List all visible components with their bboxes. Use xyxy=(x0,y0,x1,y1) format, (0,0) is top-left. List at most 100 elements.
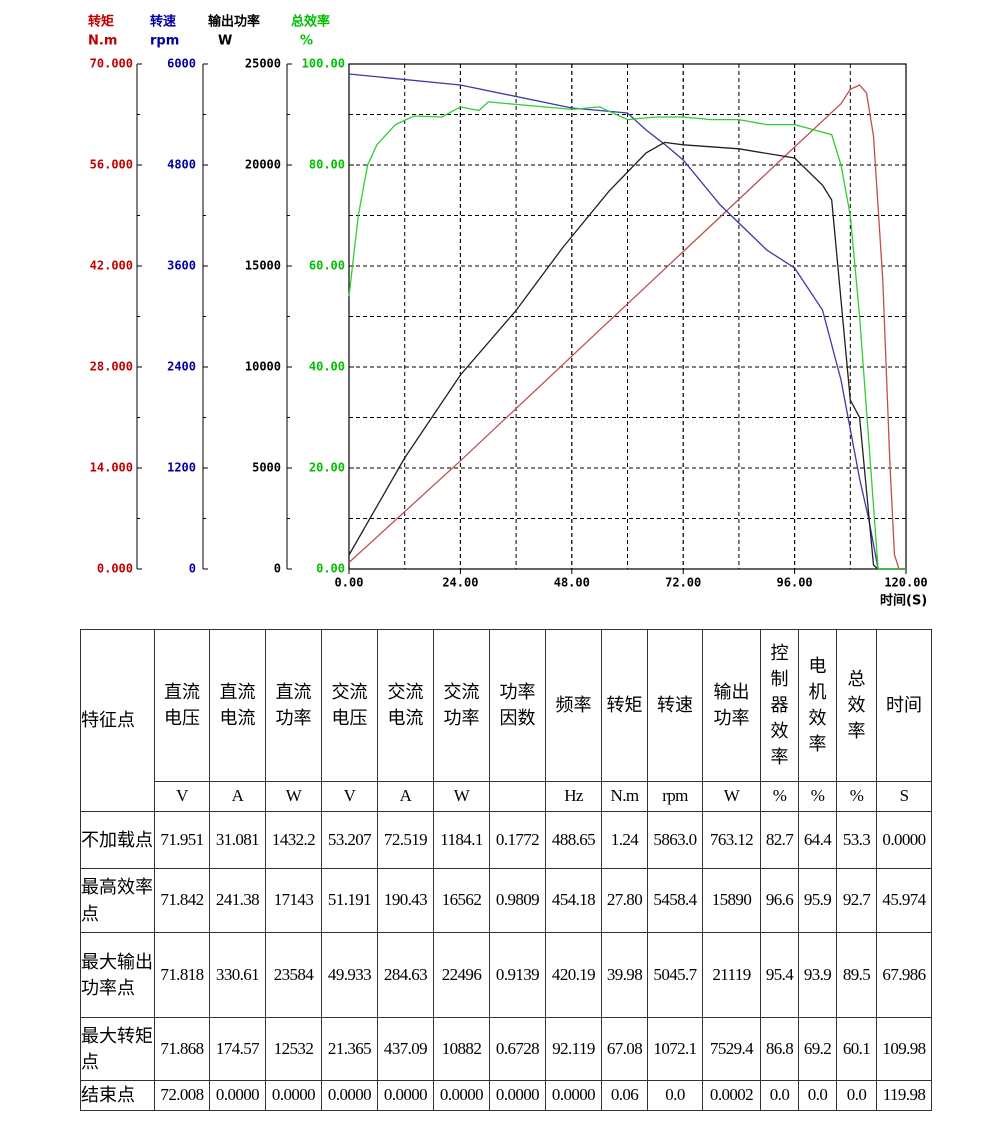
data-cell: 21.365 xyxy=(321,1017,378,1081)
data-cell: 174.57 xyxy=(209,1017,266,1081)
series-line xyxy=(348,141,906,570)
y-tick-label: 70.000 xyxy=(90,57,133,71)
data-cell: 109.98 xyxy=(876,1017,932,1081)
data-cell: 0.0000 xyxy=(321,1080,378,1111)
header-cell: 总效率 xyxy=(836,629,877,782)
axis-unit: rpm xyxy=(150,34,179,49)
header-text: 交流电流 xyxy=(387,682,424,729)
data-cell: 241.38 xyxy=(209,868,266,933)
y-tick-label: 2400 xyxy=(167,360,196,374)
data-cell: 67.08 xyxy=(601,1017,648,1081)
header-text: 交流功率 xyxy=(443,682,480,729)
y-tick-label: 100.00 xyxy=(302,57,345,71)
data-cell: 72.519 xyxy=(377,811,434,869)
y-tick-label: 0.000 xyxy=(97,562,133,576)
data-cell: 60.1 xyxy=(836,1017,877,1081)
data-cell: 488.65 xyxy=(545,811,602,869)
series-line xyxy=(348,101,906,570)
chart: 时间(S) 0.00 24.00 48.00 72.00 96.00 120.00 转矩 N.… xyxy=(88,14,928,609)
axis-unit: % xyxy=(300,34,313,49)
unit-row: V A W V A W Hz N.m rpm W%%% S xyxy=(81,781,932,812)
header-cell: 交流功率 xyxy=(433,629,490,782)
header-cell: 交流电压 xyxy=(321,629,378,782)
unit-cell: % xyxy=(760,781,799,812)
y-tick-label: 0 xyxy=(274,562,281,576)
x-tick-label: 96.00 xyxy=(777,576,813,590)
data-cell: 10882 xyxy=(433,1017,490,1081)
data-cell: 71.951 xyxy=(154,811,210,869)
y-tick-label: 0.00 xyxy=(316,562,345,576)
data-cell: 49.933 xyxy=(321,932,378,1018)
data-cell: 92.119 xyxy=(545,1017,602,1081)
y-tick-label: 1200 xyxy=(167,461,196,475)
data-cell: 23584 xyxy=(265,932,322,1018)
data-cell: 27.80 xyxy=(601,868,648,933)
x-tick-label: 0.00 xyxy=(335,576,364,590)
data-cell: 21119 xyxy=(702,932,761,1018)
data-cell: 51.191 xyxy=(321,868,378,933)
y-tick-label: 4800 xyxy=(167,158,196,172)
unit-cell xyxy=(489,781,546,812)
data-cell: 0.9139 xyxy=(489,932,546,1018)
header-cell: 直流电压 xyxy=(154,629,210,782)
data-cell: 12532 xyxy=(265,1017,322,1081)
header-cell: 功率因数 xyxy=(489,629,546,782)
data-cell: 95.4 xyxy=(760,932,799,1018)
data-cell: 69.2 xyxy=(798,1017,837,1081)
header-text: 交流电压 xyxy=(331,682,368,729)
data-table: 特征点 直流电压 直流电流 直流功率 交流电压 交流电流 交流功率 功率因数 频率 转矩 转速 输出功… xyxy=(80,629,932,1111)
data-cell: 92.7 xyxy=(836,868,877,933)
x-tick-label: 72.00 xyxy=(665,576,701,590)
header-cell: 电机效率 xyxy=(798,629,837,782)
axis-title: 输出功率 xyxy=(208,14,260,30)
y-tick-label: 3600 xyxy=(167,259,196,273)
data-cell: 17143 xyxy=(265,868,322,933)
axis-title: 转速 xyxy=(150,14,176,30)
series-line xyxy=(348,73,906,570)
axis-unit: W xyxy=(218,34,232,49)
header-cell: 转矩 xyxy=(601,629,648,782)
unit-cell: W xyxy=(265,781,322,812)
data-row: 最大转矩点 71.868 174.57 12532 21.365 437.09 10882 0… xyxy=(80,1017,932,1081)
unit-cell: V xyxy=(321,781,378,812)
data-cell: 0.0000 xyxy=(433,1080,490,1111)
unit-cell: % xyxy=(798,781,837,812)
data-row: 结束点 72.008 0.0000 0.0000 0.0000 0.0000 0.0000 0… xyxy=(80,1080,932,1111)
unit-cell: A xyxy=(209,781,266,812)
unit-cell: % xyxy=(836,781,877,812)
row-label: 最大输出功率点 xyxy=(80,932,155,1018)
data-row: 不加载点 71.951 31.081 1432.2 53.207 72.519 1184.1… xyxy=(80,811,932,869)
header-text: 时间 xyxy=(886,695,922,716)
data-cell: 86.8 xyxy=(760,1017,799,1081)
header-text: 特征点 xyxy=(81,710,135,731)
y-tick-label: 5000 xyxy=(252,461,281,475)
series-line xyxy=(348,84,906,570)
data-cell: 0.0 xyxy=(836,1080,877,1111)
data-cell: 0.9809 xyxy=(489,868,546,933)
y-tick-label: 14.000 xyxy=(90,461,133,475)
data-cell: 0.06 xyxy=(601,1080,648,1111)
y-tick-label: 28.000 xyxy=(90,360,133,374)
header-text: 控制器效率 xyxy=(770,642,789,768)
row-label: 最大转矩点 xyxy=(80,1017,155,1081)
header-text: 总效率 xyxy=(847,669,866,742)
data-cell: 15890 xyxy=(702,868,761,933)
header-cell: 直流电流 xyxy=(209,629,266,782)
header-cell: 时间 xyxy=(876,629,932,782)
header-text: 功率因数 xyxy=(499,682,536,729)
data-cell: 119.98 xyxy=(876,1080,932,1111)
data-cell: 0.0 xyxy=(760,1080,799,1111)
y-tick-label: 80.00 xyxy=(309,158,345,172)
header-row: 特征点 直流电压 直流电流 直流功率 交流电压 交流电流 交流功率 功率因数 频率 转矩 转速 输出功… xyxy=(80,629,932,812)
data-cell: 93.9 xyxy=(798,932,837,1018)
data-cell: 454.18 xyxy=(545,868,602,933)
header-text: 转速 xyxy=(657,695,693,716)
data-cell: 0.0000 xyxy=(209,1080,266,1111)
data-cell: 284.63 xyxy=(377,932,434,1018)
unit-cell: rpm xyxy=(647,781,703,812)
data-cell: 420.19 xyxy=(545,932,602,1018)
data-cell: 95.9 xyxy=(798,868,837,933)
data-cell: 763.12 xyxy=(702,811,761,869)
row-label: 结束点 xyxy=(80,1080,155,1111)
data-cell: 67.986 xyxy=(876,932,932,1018)
